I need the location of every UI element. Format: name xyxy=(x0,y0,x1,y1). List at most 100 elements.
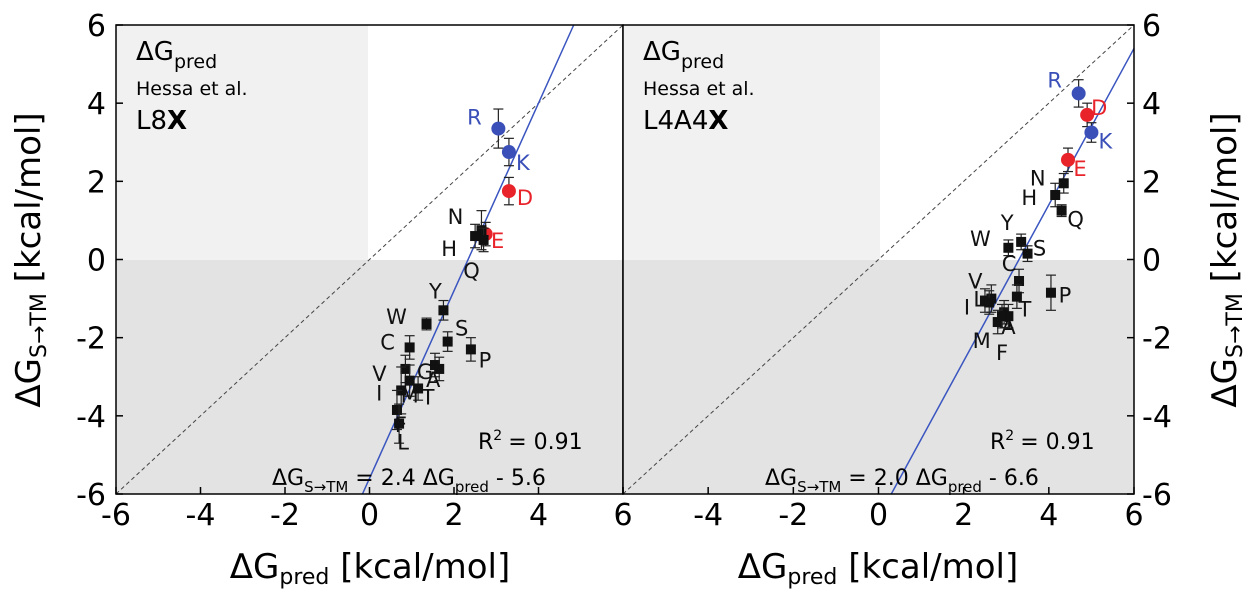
data-point-T xyxy=(413,383,424,394)
y-tick-label-left: 2 xyxy=(87,165,106,200)
data-point-C xyxy=(404,342,415,353)
point-label-V: V xyxy=(968,270,983,294)
axis-ticks: -6 -4 -2 0 2 4 6 -4 -2 0 2 4 66 64 42 20 0-2 -2-4 -4-6 -6 xyxy=(76,9,1172,533)
data-point-N xyxy=(1058,178,1069,189)
point-label-L: L xyxy=(397,431,409,455)
point-label-C: C xyxy=(1002,252,1017,276)
data-point-W xyxy=(1003,242,1014,253)
data-point-P xyxy=(465,344,476,355)
point-label-H: H xyxy=(441,237,457,261)
point-label-A: A xyxy=(426,368,441,392)
data-point-K xyxy=(1084,125,1099,140)
data-point-H xyxy=(470,231,481,242)
x-tick-label: -2 xyxy=(778,498,808,533)
shade-bottom xyxy=(623,260,1134,494)
x-tick-label: 0 xyxy=(869,498,888,533)
y-tick-label-left: 0 xyxy=(87,244,106,279)
r-squared: R2 = 0.91 xyxy=(478,428,583,455)
panel-source: Hessa et al. xyxy=(643,78,755,100)
data-point-D xyxy=(1080,107,1095,122)
point-label-K: K xyxy=(1099,129,1114,153)
x-axis-label-right: ΔGpred [kcal/mol] xyxy=(738,547,1018,590)
shade-top-left xyxy=(116,25,368,260)
data-point-R xyxy=(491,121,506,136)
panel-title: ΔGpred xyxy=(136,37,217,73)
data-point-M xyxy=(992,317,1003,328)
point-label-V: V xyxy=(372,362,387,386)
shade-top-left xyxy=(623,25,880,260)
y-tick-label-right: 0 xyxy=(1142,244,1161,279)
data-point-F xyxy=(996,311,1007,322)
point-label-N: N xyxy=(1030,166,1046,190)
data-point-R xyxy=(1071,86,1086,101)
panel-left: RKDENHQYWSPCVGATMIFL ΔGpred Hessa et al.… xyxy=(115,24,624,496)
x-tick-label: -4 xyxy=(693,498,723,533)
point-label-D: D xyxy=(517,186,533,210)
fit-equation: ΔGS→TM = 2.0 ΔGpred - 6.6 xyxy=(765,466,1039,496)
point-label-S: S xyxy=(455,317,468,341)
point-label-F: F xyxy=(996,341,1008,365)
data-point-E xyxy=(1060,152,1075,167)
y-tick-label-left: -2 xyxy=(76,322,106,357)
point-label-P: P xyxy=(1059,284,1072,308)
point-label-Y: Y xyxy=(1000,211,1014,235)
point-label-G: G xyxy=(417,360,433,384)
y-axis-label-right: ΔGS→TM [kcal/mol] xyxy=(1205,112,1248,407)
point-label-K: K xyxy=(516,151,531,175)
x-tick-label: 2 xyxy=(954,498,973,533)
y-axis-label-left: ΔGS→TM [kcal/mol] xyxy=(9,112,52,407)
x-tick-label: 4 xyxy=(529,498,548,533)
point-label-E: E xyxy=(491,229,504,253)
point-label-M: M xyxy=(973,329,991,353)
panel-construct: L4A4X xyxy=(643,106,728,136)
data-point-F xyxy=(391,404,402,415)
data-point-L xyxy=(984,297,995,308)
point-label-T: T xyxy=(1017,298,1031,322)
data-point-D xyxy=(501,184,516,199)
point-label-I: I xyxy=(964,296,970,320)
y-tick-label-left: 4 xyxy=(87,87,106,122)
point-label-H: H xyxy=(1021,186,1037,210)
y-tick-label-left: -4 xyxy=(76,400,106,435)
data-point-P xyxy=(1045,287,1056,298)
point-label-S: S xyxy=(1033,237,1046,261)
fit-equation: ΔGS→TM = 2.4 ΔGpred - 5.6 xyxy=(272,466,546,496)
data-point-Y xyxy=(438,305,449,316)
point-label-L: L xyxy=(973,287,985,311)
x-tick-label: 6 xyxy=(1124,498,1143,533)
data-point-T xyxy=(1011,291,1022,302)
y-tick-label-right: -2 xyxy=(1142,322,1172,357)
x-tick-label: 0 xyxy=(360,498,379,533)
panel-source: Hessa et al. xyxy=(136,78,248,100)
data-point-V xyxy=(400,363,411,374)
point-label-R: R xyxy=(1047,68,1062,92)
point-label-T: T xyxy=(421,385,435,409)
data-point-H xyxy=(1050,190,1061,201)
x-tick-label: -6 xyxy=(101,498,131,533)
point-label-Q: Q xyxy=(463,259,480,283)
point-label-P: P xyxy=(479,348,492,372)
point-label-Y: Y xyxy=(428,279,442,303)
y-tick-label-right: 2 xyxy=(1142,165,1161,200)
point-label-C: C xyxy=(380,330,395,354)
point-label-I: I xyxy=(376,381,382,405)
data-point-A xyxy=(1003,311,1014,322)
x-tick-label: -2 xyxy=(270,498,300,533)
data-point-L xyxy=(394,418,405,429)
data-point-C xyxy=(1014,275,1025,286)
y-tick-label-right: 4 xyxy=(1142,87,1161,122)
panel-title: ΔGpred xyxy=(643,37,724,73)
x-axis-label-left: ΔGpred [kcal/mol] xyxy=(230,547,510,590)
shade-bottom xyxy=(116,260,623,494)
data-point-S xyxy=(1022,248,1033,259)
point-label-W: W xyxy=(970,227,991,251)
data-point-N xyxy=(476,225,487,236)
panel-construct: L8X xyxy=(136,106,187,136)
data-point-A xyxy=(434,363,445,374)
x-tick-label: 6 xyxy=(613,498,632,533)
data-point-Q xyxy=(1056,205,1067,216)
x-tick-label: 4 xyxy=(1039,498,1058,533)
data-point-K xyxy=(501,145,516,160)
